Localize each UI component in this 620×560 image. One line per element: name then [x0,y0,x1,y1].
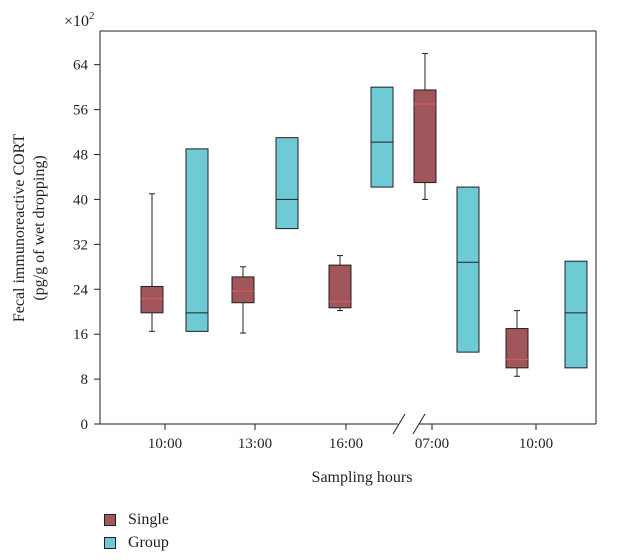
single-box [505,328,529,369]
x-tick-label: 10:00 [148,436,182,452]
y-axis-title-line2: (pg/g of wet dropping) [31,155,48,300]
y-tick-label: 56 [73,103,89,119]
y-tick-label: 16 [73,327,89,343]
y-tick-label: 8 [81,372,89,388]
axis-break-mark [412,413,426,435]
y-multiplier-label: ×102 [64,10,95,30]
group-box [456,186,480,353]
y-axis-title-line1: Fecal immunoreactive CORT [11,134,28,323]
y-tick-label: 48 [73,148,88,164]
group-box [275,137,299,230]
legend-swatch-single [104,513,116,526]
group-box [370,86,394,188]
x-tick-label: 07:00 [415,436,449,452]
group-box [564,260,588,369]
y-tick-label: 24 [73,282,89,298]
y-tick-label: 40 [73,192,88,208]
legend-item-group: Group [104,531,169,554]
x-tick-label: 16:00 [329,436,363,452]
single-box [140,285,164,314]
single-box [328,264,352,309]
legend-label-group: Group [128,533,169,551]
legend-label-single: Single [128,510,169,528]
legend-item-single: Single [104,508,169,531]
group-box [185,148,209,332]
single-box [413,89,437,184]
legend: Single Group [104,508,169,554]
x-axis-title: Sampling hours [312,469,413,486]
axis-break-mark [392,413,406,435]
x-tick-label: 13:00 [238,436,272,452]
single-box [231,276,255,304]
legend-swatch-group [104,536,116,549]
x-tick-label: 10:00 [519,436,553,452]
box-plot-chart: 0 8 16 24 32 40 48 56 64 10:00 13:00 16:00 07:00 10:0… [11,10,597,486]
y-tick-label: 32 [73,237,88,253]
y-tick-label: 64 [73,58,89,74]
y-tick-label: 0 [81,417,89,433]
